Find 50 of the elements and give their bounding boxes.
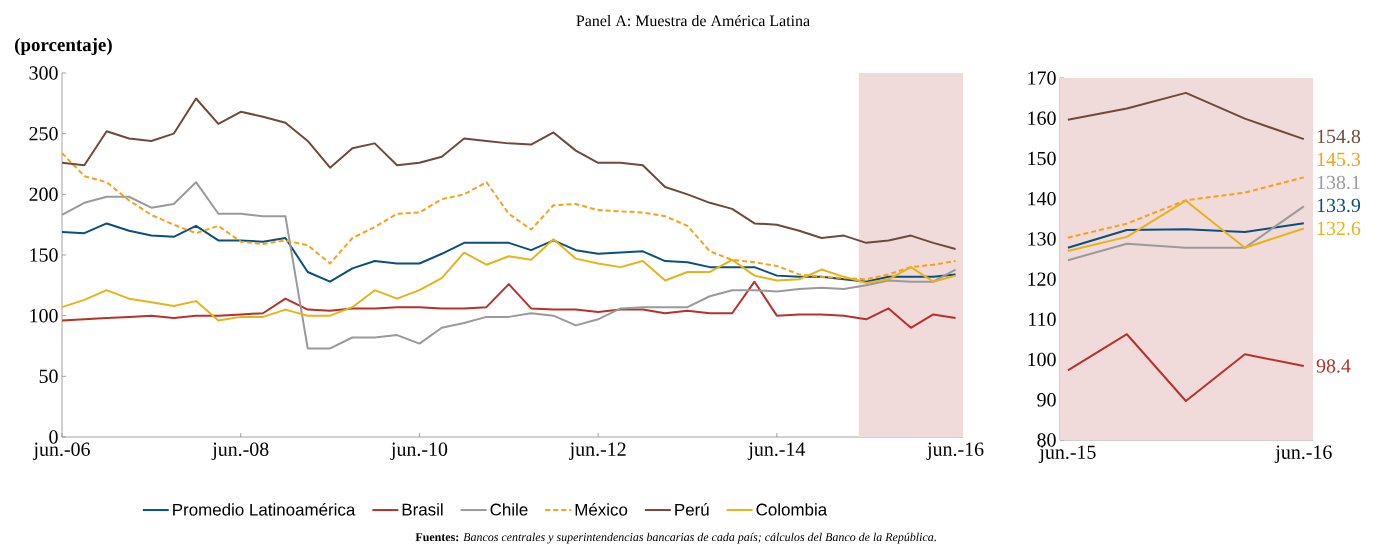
line-series	[61, 238, 957, 322]
x-tick-label: jun.-08	[211, 442, 269, 461]
x-tick-label: jun.-12	[569, 442, 626, 460]
legend-label: Promedio Latinoamérica	[173, 503, 356, 516]
legend-label: Chile	[490, 503, 528, 516]
line-series	[61, 152, 957, 281]
y-tick-label: 130	[1028, 232, 1056, 246]
x-tick-label: jun.-16	[1274, 445, 1332, 463]
y-tick-label: 140	[1028, 191, 1056, 206]
x-tick-label: jun.-14	[747, 442, 806, 460]
y-tick-label: 120	[1028, 272, 1056, 286]
y-tick-label: 80	[1037, 433, 1056, 447]
y-tick-label: 110	[1029, 312, 1056, 327]
line-series	[1066, 91, 1305, 141]
data-label: 154.8	[1317, 129, 1361, 144]
y-tick-label: 90	[1037, 393, 1056, 407]
data-label: 145.3	[1317, 152, 1361, 167]
line-series	[1066, 222, 1305, 249]
y-axis-title: (porcentaje)	[15, 37, 112, 56]
line-series	[1066, 205, 1305, 262]
data-label: 138.1	[1317, 175, 1360, 190]
y-tick-label: 250	[29, 126, 58, 141]
legend-label: México	[575, 503, 628, 516]
legend-label: Brasil	[402, 503, 443, 516]
y-tick-label: 100	[30, 308, 58, 323]
chart-title: Panel A: Muestra de América Latina	[576, 14, 810, 27]
y-tick-label: 170	[1028, 71, 1056, 85]
x-tick-label: jun.-15	[1038, 445, 1096, 463]
y-tick-label: 50	[39, 369, 58, 384]
y-tick-label: 160	[1028, 111, 1056, 125]
legend-label: Perú	[675, 503, 709, 516]
y-tick-label: 0	[49, 430, 58, 444]
line-series	[1066, 176, 1305, 239]
x-tick-label: jun.-16	[926, 442, 984, 460]
line-series	[61, 280, 957, 329]
y-tick-label: 300	[29, 66, 58, 80]
y-tick-label: 150	[30, 248, 58, 262]
line-series	[1066, 199, 1305, 252]
y-tick-label: 200	[29, 187, 58, 202]
data-label: 132.6	[1317, 221, 1361, 236]
line-series	[1066, 333, 1305, 402]
x-tick-label: jun.-06	[32, 442, 90, 461]
line-series	[61, 97, 957, 250]
legend-label: Colombia	[756, 503, 828, 516]
data-label: 133.9	[1317, 198, 1361, 213]
data-label: 98.4	[1316, 359, 1351, 373]
y-tick-label: 100	[1028, 352, 1056, 367]
x-tick-label: jun.-10	[390, 442, 448, 461]
text: Fuentes: Bancos centrales y superintendencias bancarias de cada país; cálculos del Banco de la República.	[415, 532, 936, 544]
y-tick-label: 150	[1028, 151, 1056, 166]
